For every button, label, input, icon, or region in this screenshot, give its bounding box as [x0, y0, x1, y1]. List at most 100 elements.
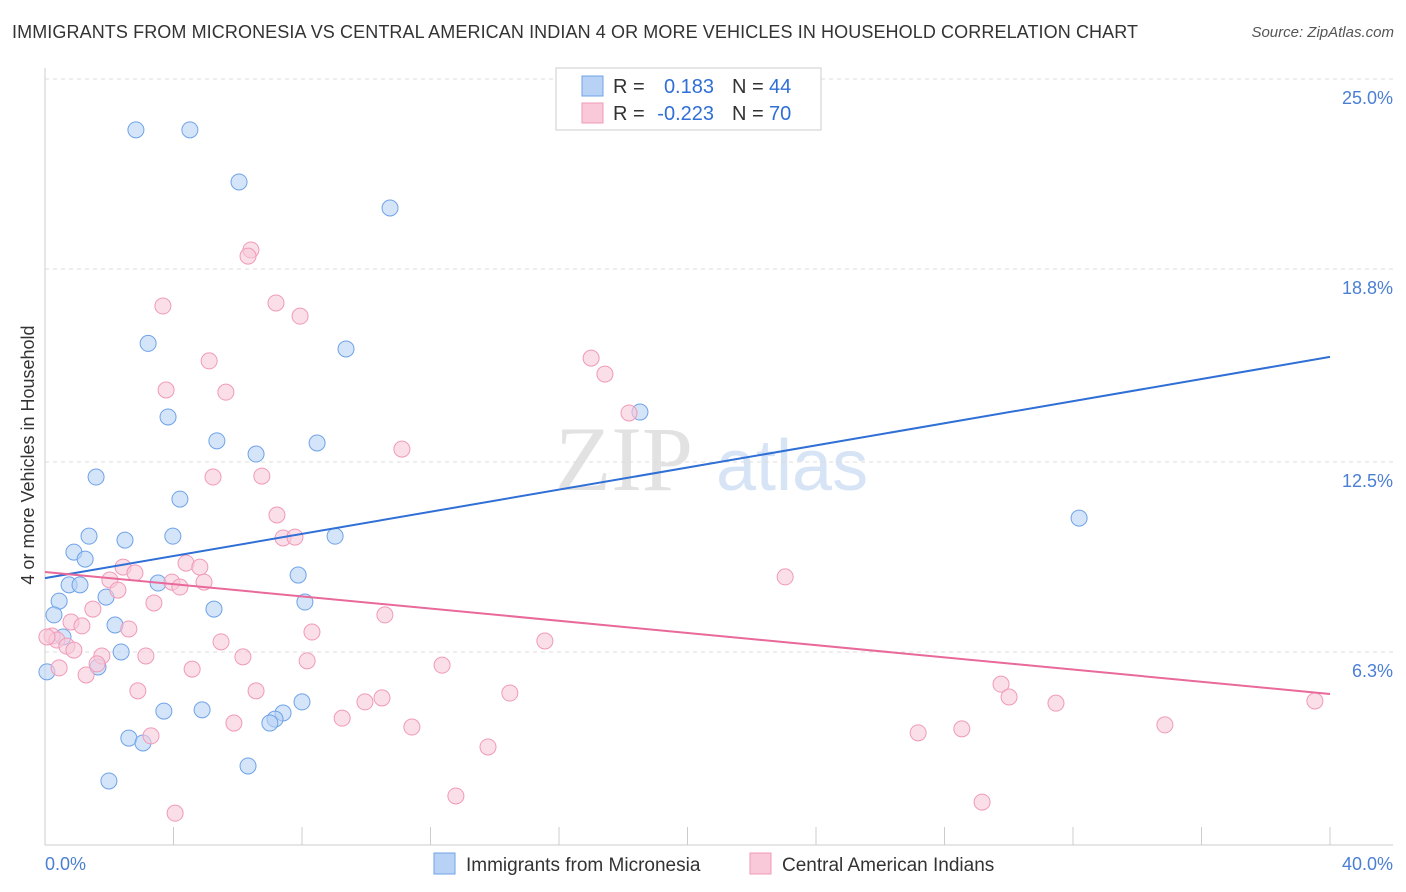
point-micronesia — [381, 199, 399, 217]
point-central-american-indian — [1047, 694, 1065, 712]
point-central-american-indian — [536, 632, 554, 650]
point-micronesia — [181, 121, 199, 139]
point-micronesia — [289, 566, 307, 584]
point-central-american-indian — [303, 623, 321, 641]
point-central-american-indian — [1306, 692, 1324, 710]
point-micronesia — [71, 576, 89, 594]
legend-n-label: N = — [732, 76, 764, 98]
point-central-american-indian — [620, 404, 638, 422]
point-central-american-indian — [1000, 688, 1018, 706]
point-central-american-indian — [137, 647, 155, 665]
point-central-american-indian — [145, 594, 163, 612]
point-micronesia — [127, 121, 145, 139]
point-central-american-indian — [171, 578, 189, 596]
point-central-american-indian — [973, 793, 991, 811]
point-micronesia — [80, 527, 98, 545]
point-central-american-indian — [200, 352, 218, 370]
legend-swatch — [581, 102, 604, 124]
point-central-american-indian — [234, 648, 252, 666]
y-tick-label: 18.8% — [1342, 278, 1393, 298]
point-central-american-indian — [50, 659, 68, 677]
point-central-american-indian — [373, 689, 391, 707]
point-central-american-indian — [953, 720, 971, 738]
point-central-american-indian — [191, 558, 209, 576]
legend-n-label: N = — [732, 103, 764, 125]
point-micronesia — [308, 434, 326, 452]
point-micronesia — [171, 490, 189, 508]
point-central-american-indian — [77, 666, 95, 684]
bottom-legend-swatch — [749, 852, 772, 875]
point-micronesia — [193, 701, 211, 719]
legend-n-value: 70 — [769, 103, 791, 125]
point-micronesia — [247, 445, 265, 463]
point-micronesia — [239, 757, 257, 775]
point-central-american-indian — [38, 628, 56, 646]
point-central-american-indian — [267, 294, 285, 312]
point-central-american-indian — [298, 652, 316, 670]
point-central-american-indian — [776, 568, 794, 586]
point-central-american-indian — [239, 247, 257, 265]
point-micronesia — [1070, 509, 1088, 527]
point-central-american-indian — [88, 655, 106, 673]
y-tick-label: 12.5% — [1342, 471, 1393, 491]
point-central-american-indian — [142, 727, 160, 745]
point-central-american-indian — [120, 620, 138, 638]
point-micronesia — [155, 702, 173, 720]
point-central-american-indian — [582, 349, 600, 367]
watermark-zip: ZIP — [555, 408, 693, 510]
point-micronesia — [139, 334, 157, 352]
bottom-legend-swatch — [433, 852, 456, 875]
point-micronesia — [76, 550, 94, 568]
point-central-american-indian — [253, 467, 271, 485]
point-micronesia — [116, 531, 134, 549]
point-micronesia — [230, 173, 248, 191]
x-tick-label: 0.0% — [45, 854, 86, 874]
point-central-american-indian — [154, 297, 172, 315]
point-micronesia — [164, 527, 182, 545]
point-central-american-indian — [65, 641, 83, 659]
point-central-american-indian — [217, 383, 235, 401]
point-central-american-indian — [596, 365, 614, 383]
point-central-american-indian — [291, 307, 309, 325]
x-tick-label: 40.0% — [1342, 854, 1393, 874]
legend-n-value: 44 — [769, 76, 791, 98]
point-micronesia — [337, 340, 355, 358]
point-micronesia — [261, 714, 279, 732]
point-central-american-indian — [129, 682, 147, 700]
legend-r-label: R = — [613, 76, 645, 98]
point-central-american-indian — [166, 804, 184, 822]
point-micronesia — [45, 606, 63, 624]
point-central-american-indian — [73, 617, 91, 635]
point-central-american-indian — [992, 675, 1010, 693]
point-central-american-indian — [501, 684, 519, 702]
legend-r-value: 0.183 — [664, 76, 714, 98]
legend-r-value: -0.223 — [657, 103, 714, 125]
y-tick-label: 6.3% — [1352, 661, 1393, 681]
point-micronesia — [100, 772, 118, 790]
legend-r-label: R = — [613, 103, 645, 125]
point-central-american-indian — [1156, 716, 1174, 734]
point-central-american-indian — [393, 440, 411, 458]
point-central-american-indian — [84, 600, 102, 618]
point-central-american-indian — [247, 682, 265, 700]
point-central-american-indian — [212, 633, 230, 651]
point-central-american-indian — [333, 709, 351, 727]
point-micronesia — [120, 729, 138, 747]
point-central-american-indian — [268, 506, 286, 524]
trend-line-micronesia — [44, 355, 1331, 580]
point-central-american-indian — [183, 660, 201, 678]
legend-swatch — [581, 75, 604, 97]
y-tick-label: 25.0% — [1342, 88, 1393, 108]
point-central-american-indian — [479, 738, 497, 756]
chart-source: Source: ZipAtlas.com — [1251, 24, 1394, 41]
point-central-american-indian — [157, 381, 175, 399]
point-micronesia — [159, 408, 177, 426]
point-central-american-indian — [433, 656, 451, 674]
watermark-atlas: atlas — [716, 426, 868, 506]
bottom-legend-label: Immigrants from Micronesia — [466, 855, 701, 876]
point-central-american-indian — [403, 718, 421, 736]
point-central-american-indian — [356, 693, 374, 711]
point-micronesia — [205, 600, 223, 618]
